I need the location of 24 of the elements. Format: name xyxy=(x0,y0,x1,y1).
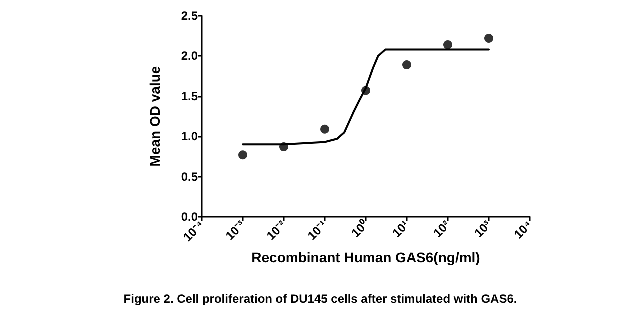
y-tick-label: 2.5 xyxy=(181,9,198,23)
y-axis-title: Mean OD value xyxy=(147,66,163,167)
x-tick-label: 10² xyxy=(430,218,453,240)
y-tick-label: 2.0 xyxy=(181,49,198,64)
point xyxy=(320,124,330,134)
point xyxy=(238,150,248,160)
y-tick-label: 1.0 xyxy=(181,130,198,144)
x-tick-label: 10⁻¹ xyxy=(304,218,330,244)
x-tick-label: 10¹ xyxy=(390,218,412,240)
x-tick-label: 10⁰ xyxy=(348,217,372,240)
caption: Figure 2. Cell proliferation of DU145 cells after stimulated with GAS6. xyxy=(124,292,518,306)
x-tick-label: 10⁻² xyxy=(264,218,289,244)
y-tick-label: 0.0 xyxy=(181,210,198,224)
y-tick-label: 0.5 xyxy=(181,170,198,184)
point xyxy=(444,40,452,50)
point xyxy=(402,60,412,70)
point xyxy=(362,86,370,96)
point xyxy=(280,142,288,152)
x-axis-title: Recombinant Human GAS6(ng/ml) xyxy=(252,250,480,266)
x-tick-label: 10³ xyxy=(472,218,494,240)
x-tick-label: 10⁴ xyxy=(511,218,535,242)
y-tick-label: 1.5 xyxy=(181,89,198,104)
point xyxy=(484,34,494,44)
x-tick-label: 10⁻³ xyxy=(222,218,248,244)
